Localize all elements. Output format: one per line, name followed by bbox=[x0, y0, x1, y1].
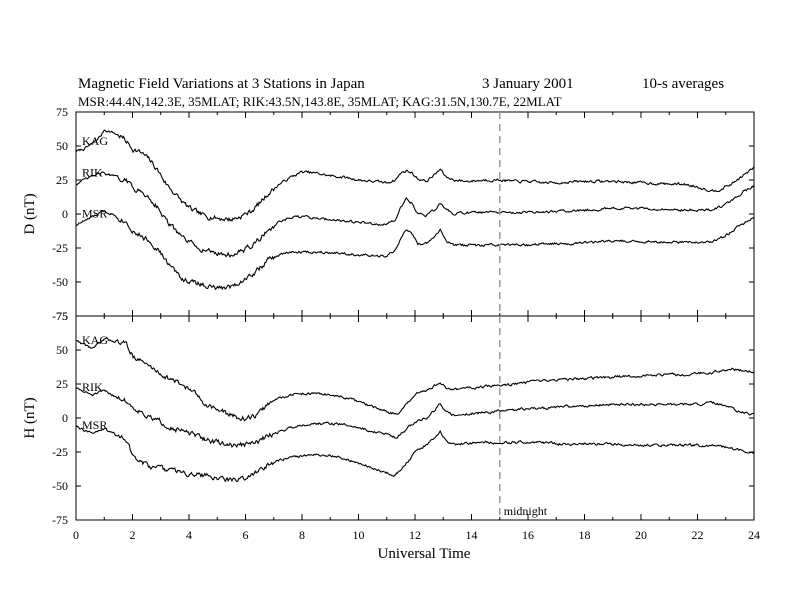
y-tick-label: -50 bbox=[52, 275, 68, 289]
x-axis: 0 2 4 6 8 10 12 14 16 18 20 22 24 bbox=[73, 528, 760, 542]
chart-title: Magnetic Field Variations at 3 Stations … bbox=[78, 76, 365, 92]
station-label-kag: KAG bbox=[82, 134, 108, 148]
panel-h-station-labels: KAG RIK MSR bbox=[82, 333, 108, 432]
header: Magnetic Field Variations at 3 Stations … bbox=[78, 76, 724, 109]
y-tick-label: 50 bbox=[56, 343, 68, 357]
x-tick-label: 6 bbox=[243, 528, 249, 542]
chart-date: 3 January 2001 bbox=[482, 76, 574, 92]
y-tick-label: -25 bbox=[52, 445, 68, 459]
x-tick-label: 4 bbox=[186, 528, 192, 542]
y-tick-label: 0 bbox=[62, 207, 68, 221]
y-tick-label: -25 bbox=[52, 241, 68, 255]
panel-h-frame bbox=[75, 315, 755, 521]
series-line-kag bbox=[75, 337, 755, 422]
x-tick-label: 8 bbox=[299, 528, 305, 542]
panel-h: 75 50 25 0 -25 -50 -75 KAG RIK MSR H (nT) bbox=[22, 309, 755, 527]
x-tick-label: 20 bbox=[635, 528, 647, 542]
x-tick-label: 0 bbox=[73, 528, 79, 542]
x-tick-label: 16 bbox=[522, 528, 534, 542]
panel-d-ylabel: D (nT) bbox=[22, 193, 38, 234]
station-label-kag: KAG bbox=[82, 333, 108, 347]
station-label-msr: MSR bbox=[82, 206, 107, 220]
chart-averaging: 10-s averages bbox=[642, 76, 724, 92]
x-tick-label: 12 bbox=[409, 528, 421, 542]
station-label-rik: RIK bbox=[82, 380, 103, 394]
series-line-rik bbox=[75, 387, 755, 449]
x-tick-label: 22 bbox=[692, 528, 704, 542]
y-tick-label: 25 bbox=[56, 377, 68, 391]
panel-h-axis: 75 50 25 0 -25 -50 -75 bbox=[52, 309, 755, 527]
series-line-kag bbox=[75, 129, 755, 223]
series-line-rik bbox=[75, 171, 755, 259]
y-tick-label: -75 bbox=[52, 309, 68, 323]
y-tick-label: 75 bbox=[56, 309, 68, 323]
y-tick-label: 0 bbox=[62, 411, 68, 425]
x-tick-label: 10 bbox=[353, 528, 365, 542]
midnight-label: midnight bbox=[504, 504, 548, 518]
y-tick-label: -75 bbox=[52, 513, 68, 527]
panel-h-lines bbox=[75, 337, 755, 483]
x-tick-label: 2 bbox=[130, 528, 136, 542]
station-label-msr: MSR bbox=[82, 418, 107, 432]
panel-d-axis: 75 50 25 0 -25 -50 -75 bbox=[52, 105, 755, 323]
y-tick-label: -50 bbox=[52, 479, 68, 493]
y-tick-label: 75 bbox=[56, 105, 68, 119]
x-tick-label: 18 bbox=[579, 528, 591, 542]
x-tick-label: 24 bbox=[748, 528, 760, 542]
stations-info: MSR:44.4N,142.3E, 35MLAT; RIK:43.5N,143.… bbox=[78, 94, 562, 109]
y-tick-label: 25 bbox=[56, 173, 68, 187]
panel-d-lines bbox=[75, 129, 755, 291]
x-tick-label: 14 bbox=[466, 528, 478, 542]
panel-h-ylabel: H (nT) bbox=[22, 397, 38, 438]
station-label-rik: RIK bbox=[82, 166, 103, 180]
series-line-msr bbox=[75, 209, 755, 291]
panel-d-frame bbox=[75, 111, 755, 317]
series-line-msr bbox=[75, 424, 755, 483]
panel-d-station-labels: KAG RIK MSR bbox=[82, 134, 108, 221]
panel-d: 75 50 25 0 -25 -50 -75 KAG RIK MSR D (nT) bbox=[22, 105, 755, 323]
x-axis-label: Universal Time bbox=[378, 546, 471, 562]
y-tick-label: 50 bbox=[56, 139, 68, 153]
